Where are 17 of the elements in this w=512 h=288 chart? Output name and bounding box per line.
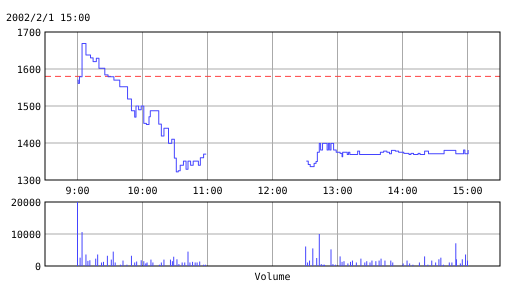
y-tick-label: 1500 [16, 102, 41, 113]
y-tick-label: 10000 [10, 230, 41, 241]
y-tick-label: 1300 [16, 176, 41, 187]
y-tick-label: 1600 [16, 65, 41, 76]
x-tick-label: 11:00 [192, 186, 223, 197]
x-tick-label: 9:00 [65, 186, 90, 197]
y-tick-label: 1700 [16, 28, 41, 39]
y-tick-label: 0 [34, 262, 41, 273]
x-axis-title: Volume [254, 272, 291, 283]
y-tick-label: 1400 [16, 139, 41, 150]
chart-title: 2002/2/1 15:00 [6, 13, 90, 24]
x-tick-label: 10:00 [127, 186, 158, 197]
x-tick-label: 13:00 [322, 186, 353, 197]
x-tick-label: 12:00 [257, 186, 288, 197]
x-tick-label: 15:00 [452, 186, 483, 197]
x-tick-label: 14:00 [387, 186, 418, 197]
y-tick-label: 20000 [10, 198, 41, 209]
